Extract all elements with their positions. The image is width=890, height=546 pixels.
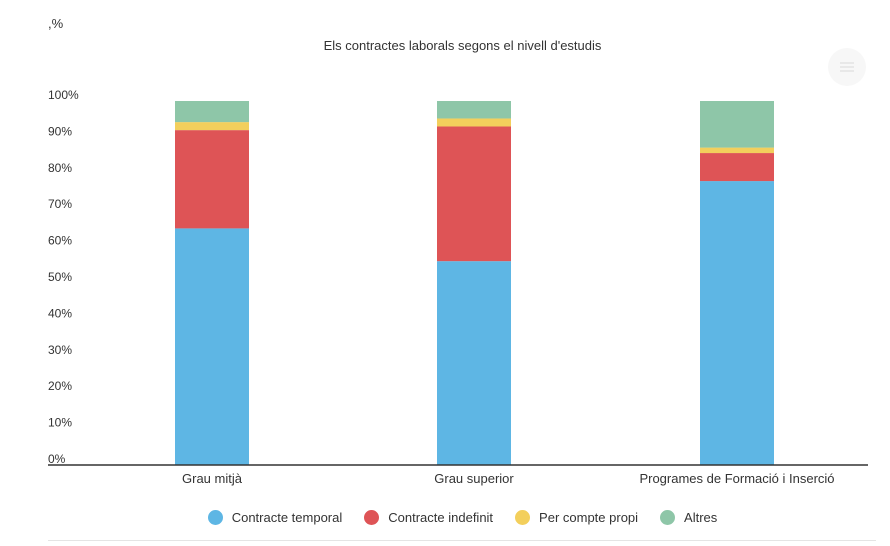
bar-segment	[175, 130, 249, 229]
bar-segment	[700, 147, 774, 154]
legend-swatch	[515, 510, 531, 525]
x-tick-label: Grau superior	[434, 471, 514, 486]
legend-swatch	[660, 510, 676, 525]
y-tick-label: 10%	[48, 416, 72, 430]
x-tick-label: Grau mitjà	[182, 471, 243, 486]
chart-title: Els contractes laborals segons el nivell…	[323, 38, 602, 53]
x-tick-label: Programes de Formació i Inserció	[639, 471, 834, 486]
legend-label: Contracte indefinit	[388, 510, 494, 525]
y-tick-label: 90%	[48, 124, 72, 138]
chart-menu-button[interactable]	[828, 48, 866, 86]
legend-swatch	[364, 510, 380, 525]
unit-label: ,%	[48, 16, 64, 31]
bar-segment	[700, 153, 774, 182]
menu-icon	[840, 66, 854, 68]
y-tick-label: 40%	[48, 306, 72, 320]
legend-item[interactable]: Per compte propi	[515, 510, 638, 525]
menu-icon	[840, 62, 854, 64]
bar-segment	[700, 101, 774, 148]
legend-item[interactable]: Contracte indefinit	[364, 510, 493, 525]
y-tick-label: 0%	[48, 452, 66, 466]
bar-segment	[437, 118, 511, 127]
legend-label: Contracte temporal	[231, 510, 343, 525]
y-tick-label: 30%	[48, 343, 72, 357]
bar-segment	[175, 122, 249, 131]
y-tick-label: 100%	[48, 88, 79, 102]
y-tick-label: 80%	[48, 161, 72, 175]
y-tick-label: 20%	[48, 379, 72, 393]
y-tick-label: 50%	[48, 270, 72, 284]
bar-segment	[437, 101, 511, 119]
bar-segment	[437, 261, 511, 465]
bottom-divider	[48, 540, 876, 541]
menu-icon	[840, 70, 854, 72]
bar-segment	[175, 101, 249, 123]
legend-item[interactable]: Contracte temporal	[207, 510, 343, 525]
bar-segment	[700, 181, 774, 465]
legend-label: Altres	[684, 510, 718, 525]
bar-segment	[175, 228, 249, 465]
bar-segment	[437, 126, 511, 262]
legend-swatch	[207, 510, 223, 525]
legend-label: Per compte propi	[539, 510, 639, 525]
legend-item[interactable]: Altres	[660, 510, 717, 525]
y-tick-label: 70%	[48, 197, 72, 211]
legend: Contracte temporal Contracte indefinit Per…	[0, 510, 890, 525]
y-tick-label: 60%	[48, 234, 72, 248]
